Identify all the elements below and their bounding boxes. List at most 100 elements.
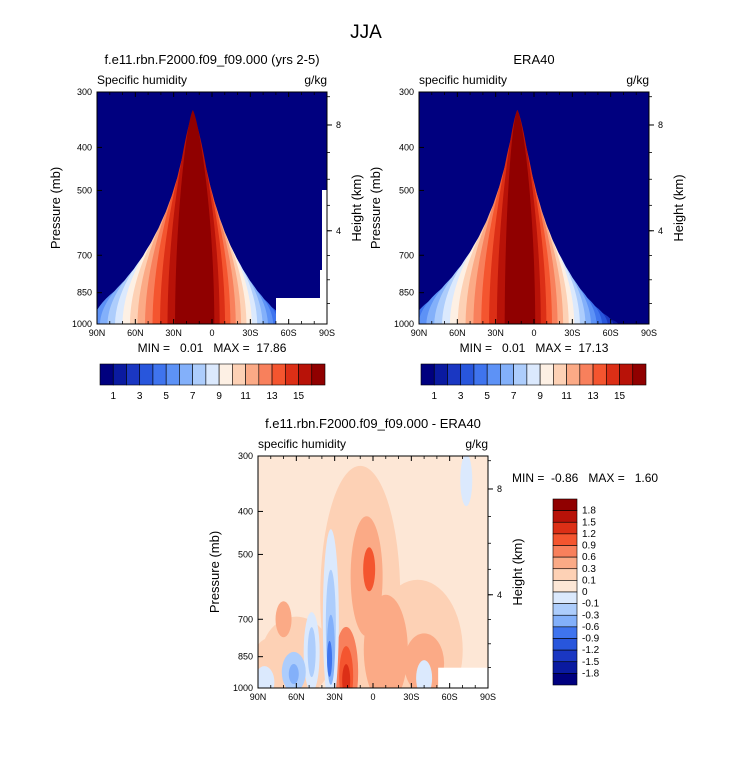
figure-title: JJA [350,22,382,43]
panel-era40-xtick-label: 30S [564,328,580,338]
panel-era40-colorbar-swatch [460,363,475,386]
panel-era40-ytick-label: 850 [399,288,414,298]
panel-era40-ylabel-right: Height (km) [671,174,686,241]
panel-era40-contour-band [504,110,536,324]
panel-era40-colorbar-swatch [526,363,541,386]
panel-model-colorbar-swatch [139,363,154,386]
panel-model-colorbar-swatch [232,363,246,386]
panel-diff-colorbar-label: -0.6 [582,622,600,633]
panel-model-ytick-label: 850 [77,288,92,298]
panel-model-xtick-label: 90S [319,328,335,338]
panel-diff-colorbar-label: -1.8 [582,668,600,679]
panel-model-colorbar-label: 15 [293,391,305,402]
panel-model-colorbar-swatch [284,363,299,386]
panel-model-colorbar-label: 9 [216,391,222,402]
panel-diff-xtick-label: 60S [442,692,458,702]
panel-era40-ytick-right-label: 4 [658,226,663,236]
panel-era40-colorbar-swatch [433,363,448,386]
panel-era40-xtick-label: 60S [603,328,619,338]
panel-model-colorbar-label: 5 [163,391,169,402]
panel-diff-colorbar-label: 0.6 [582,552,596,563]
panel-model-colorbar-swatch [205,363,220,386]
panel-diff-colorbar-label: 0 [582,587,588,598]
panel-model-ytick-label: 1000 [72,319,92,329]
panel-era40-left-label: specific humidity [419,73,507,87]
panel-era40-title: ERA40 [513,52,554,67]
panel-diff-colorbar-swatch [552,649,578,663]
panel-era40-colorbar-label: 11 [561,391,572,402]
panel-model-left-label: Specific humidity [97,73,187,87]
panel-model-colorbar-label: 7 [190,391,196,402]
panel-diff-positive-region [275,601,292,638]
panel-era40-colorbar-swatch [500,363,514,386]
panel-model-colorbar-swatch [258,363,273,386]
panel-era40-colorbar-swatch [566,363,581,386]
panel-diff-negative-region [307,627,316,678]
panel-model-field [97,92,327,324]
panel-model-colorbar-label: 11 [240,391,251,402]
panel-diff-units: g/kg [465,437,488,451]
panel-era40-ytick-label: 700 [399,250,414,260]
panel-diff-colorbar-swatch [552,673,578,686]
panel-era40-colorbar-label: 13 [587,391,599,402]
panel-diff-colorbar-swatch [552,510,578,523]
panel-model-colorbar-swatch [218,363,233,386]
panel-model-xtick-label: 90N [89,328,106,338]
panel-model-contours [97,110,294,324]
panel-model-ytick-right-label: 4 [336,226,341,236]
panel-model-colorbar-swatch [245,363,260,386]
panel-diff-colorbar-swatch [552,521,578,535]
panel-era40-colorbar-swatch [592,363,607,386]
panel-era40-units: g/kg [626,73,649,87]
panel-model-xtick-label: 30N [165,328,182,338]
panel-era40-ytick-label: 500 [399,185,414,195]
panel-diff-ytick-label: 700 [238,614,253,624]
panel-era40-colorbar-swatch [619,363,634,386]
panel-era40-stats: MIN = 0.01 MAX = 17.13 [460,341,609,355]
panel-diff-missing-data [438,667,488,688]
panel-era40-colorbar-swatch [579,363,594,386]
panel-diff-negative-region [258,666,275,688]
panel-diff-colorbar-swatch [552,568,578,581]
panel-model-ytick-label: 500 [77,185,92,195]
panel-era40-colorbar-swatch [513,363,528,386]
panel-diff-colorbar: 1.81.51.20.90.60.30.10-0.1-0.3-0.6-0.9-1… [552,498,600,686]
panel-model-ytick-label: 300 [77,87,92,97]
panel-diff-negative-region [416,660,433,688]
panel-model-contour-band [175,110,215,324]
panel-diff: f.e11.rbn.F2000.f09_f09.000 - ERA40 spec… [207,416,658,702]
panel-diff-xtick-label: 30N [326,692,343,702]
panel-model-colorbar-label: 13 [266,391,278,402]
panel-diff-ytick-label: 1000 [233,683,253,693]
panel-model-xtick-label: 60S [281,328,297,338]
panel-model-colorbar-swatch [152,363,167,386]
panel-diff-xtick-label: 60N [288,692,305,702]
panel-era40-colorbar-label: 15 [614,391,626,402]
panel-diff-field [258,456,488,688]
panel-model-colorbar-swatch [179,363,193,386]
panel-diff-colorbar-label: -0.9 [582,634,600,645]
panel-diff-negative-region [288,664,299,685]
panel-era40-colorbar-label: 3 [458,391,464,402]
panel-model-ytick-label: 400 [77,142,92,152]
panel-diff-colorbar-swatch [552,556,578,570]
panel-diff-colorbar-swatch [552,661,578,674]
panel-diff-colorbar-label: 1.2 [582,529,596,540]
panel-diff-colorbar-label: 0.3 [582,564,596,575]
panel-diff-colorbar-swatch [552,638,578,651]
panel-diff-colorbar-swatch [552,603,578,616]
panel-diff-colorbar-swatch [552,498,578,511]
panel-model-colorbar-swatch [165,363,180,386]
panel-model-ylabel: Pressure (mb) [48,167,63,249]
panel-era40-colorbar-label: 1 [431,391,437,402]
panel-era40-colorbar: 1 3 5 7 9 11 13 15 [420,363,647,402]
panel-diff-positive-core [363,547,376,592]
panel-diff-colorbar-swatch [552,533,578,546]
panel-era40-colorbar-swatch [420,363,435,386]
panel-diff-xtick-label: 90S [480,692,496,702]
panel-era40-colorbar-label: 9 [537,391,543,402]
panel-model-colorbar-swatch [192,363,207,386]
panel-diff-axes: 90N 60N 30N 0 30S 60S 90S 300 400 500 700 850 1000 8 4 [233,451,502,702]
panel-era40-colorbar-swatch [539,363,554,386]
